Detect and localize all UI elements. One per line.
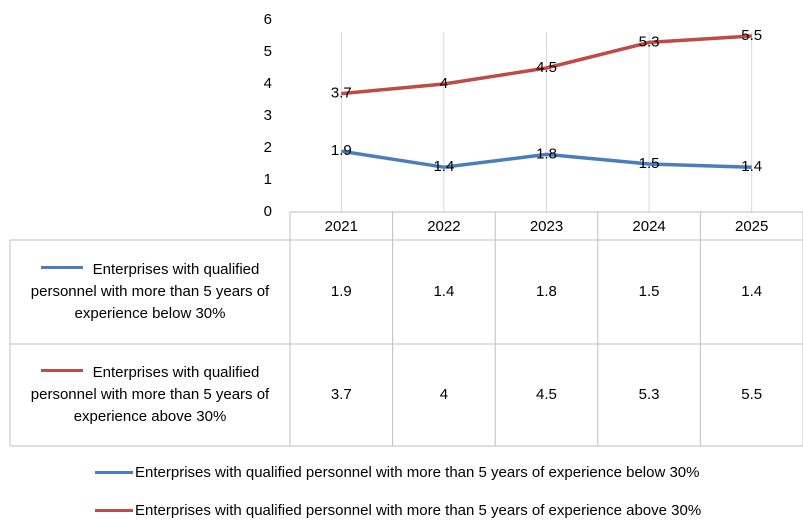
x-tick-label: 2022 — [427, 218, 460, 235]
series-line — [341, 149, 752, 169]
series-line — [341, 34, 752, 96]
data-label: 5.5 — [741, 27, 762, 44]
legend-item: Enterprises with qualified personnel wit… — [95, 461, 699, 483]
row-header: Enterprises with qualified personnel wit… — [10, 240, 290, 344]
data-label: 4 — [440, 75, 448, 92]
table-cell: 4.5 — [536, 386, 557, 403]
table-cell: 3.7 — [330, 386, 352, 403]
legend-swatch — [40, 265, 83, 269]
data-label: 1.9 — [331, 142, 352, 159]
legend-swatch — [95, 508, 133, 512]
data-label: 1.4 — [741, 158, 762, 175]
data-label: 1.8 — [536, 145, 557, 162]
row-header: Enterprises with qualified personnel wit… — [10, 344, 290, 446]
data-label: 5.3 — [639, 33, 660, 50]
table-cell: 1.9 — [330, 283, 352, 300]
legend-swatch — [95, 470, 133, 474]
data-label: 1.4 — [433, 158, 454, 175]
table-cell: 1.5 — [638, 283, 660, 300]
legend-label: Enterprises with qualified personnel wit… — [135, 463, 700, 481]
y-tick-label: 3 — [264, 107, 272, 124]
table-cell: 4 — [439, 386, 449, 403]
table-cell: 1.8 — [536, 283, 557, 300]
y-tick-label: 2 — [264, 139, 272, 156]
legend-label: Enterprises with qualified personnel wit… — [135, 501, 702, 519]
data-label: 4.5 — [536, 59, 557, 76]
x-tick-label: 2024 — [632, 218, 665, 235]
data-label: 3.7 — [331, 85, 352, 102]
legend-item: Enterprises with qualified personnel wit… — [95, 499, 701, 520]
row-header-text: Enterprises with qualified personnel wit… — [18, 362, 282, 428]
row-header-label: Enterprises with qualified personnel wit… — [30, 364, 270, 425]
table-cell: 1.4 — [433, 283, 455, 300]
table-cell: 5.5 — [741, 386, 763, 403]
y-tick-label: 4 — [264, 75, 272, 92]
table-cell: 5.3 — [638, 386, 660, 403]
row-header-label: Enterprises with qualified personnel wit… — [30, 261, 270, 322]
x-tick-label: 2023 — [530, 218, 563, 235]
x-tick-label: 2025 — [735, 218, 768, 235]
y-tick-label: 0 — [264, 203, 272, 220]
x-tick-label: 2021 — [325, 218, 358, 235]
y-tick-label: 6 — [264, 11, 272, 28]
table-cell: 1.4 — [741, 283, 763, 300]
row-header-text: Enterprises with qualified personnel wit… — [18, 259, 282, 325]
y-tick-label: 5 — [264, 43, 272, 60]
y-tick-label: 1 — [264, 171, 272, 188]
data-label: 1.5 — [639, 155, 660, 172]
legend-swatch — [40, 368, 83, 372]
